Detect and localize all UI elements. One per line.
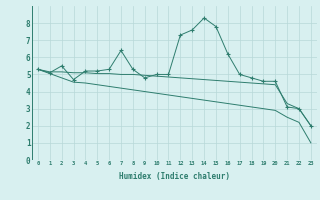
X-axis label: Humidex (Indice chaleur): Humidex (Indice chaleur) [119,172,230,181]
